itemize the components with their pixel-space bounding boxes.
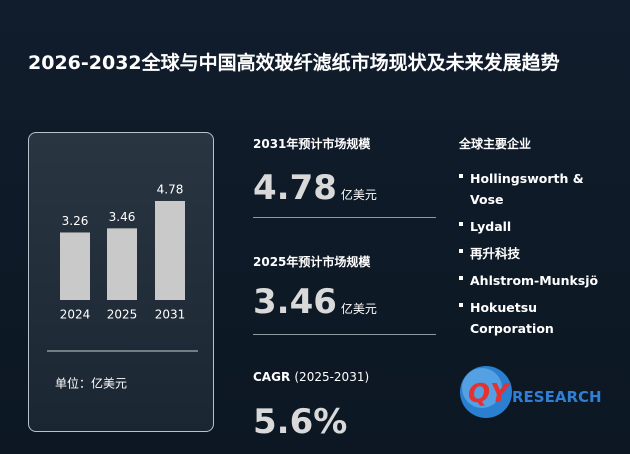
company-name: Lydall — [470, 219, 512, 234]
bullet — [459, 303, 463, 307]
x-tick-label: 2024 — [60, 308, 91, 322]
stat-unit: 亿美元 — [340, 188, 377, 202]
company-name: Ahlstrom-Munksjö — [470, 273, 599, 288]
x-tick-label: 2025 — [107, 308, 138, 322]
value-label: 4.78 — [157, 183, 184, 197]
stat-value: 4.78 亿美元 — [253, 168, 377, 208]
unit-label: 单位：亿美元 — [55, 376, 127, 391]
stat-label: 2031年预计市场规模 — [253, 137, 371, 151]
stat-label: CAGR (2025-2031) — [253, 370, 369, 384]
stat-unit: 亿美元 — [340, 302, 377, 316]
stat-value: 3.46 亿美元 — [253, 282, 377, 322]
logo-globe-shine — [462, 368, 502, 408]
bar — [155, 201, 185, 300]
bar — [107, 228, 137, 300]
chart: 单位：亿美元 3.26 2024 3.46 2025 4.78 2031 — [47, 183, 198, 391]
stat-label-main: CAGR — [253, 370, 291, 384]
value-label: 3.26 — [62, 214, 89, 228]
logo: QY RESEARCH — [458, 362, 608, 422]
company-name: 再升科技 — [470, 246, 521, 261]
logo-graphic: QY RESEARCH — [460, 366, 602, 418]
stat-label-note: (2025-2031) — [294, 370, 370, 384]
divider — [253, 217, 436, 218]
bullet — [459, 174, 463, 178]
logo-text: RESEARCH — [512, 388, 602, 406]
divider — [253, 334, 436, 335]
x-tick-label: 2031 — [155, 308, 186, 322]
bullet — [459, 249, 463, 253]
chart-card: 单位：亿美元 3.26 2024 3.46 2025 4.78 2031 — [28, 132, 214, 432]
page-title: 2026-2032全球与中国高效玻纤滤纸市场现状及未来发展趋势 — [28, 52, 560, 74]
bullet — [459, 276, 463, 280]
bar — [60, 232, 90, 300]
stat-label: 2025年预计市场规模 — [253, 255, 371, 269]
stat-value: 5.6% — [253, 402, 347, 442]
companies-title: 全球主要企业 — [459, 137, 532, 151]
stat-number: 4.78 — [253, 168, 337, 208]
stat-number: 5.6% — [253, 402, 348, 442]
bullet — [459, 222, 463, 226]
company-name: Hollingsworth & Vose — [470, 171, 584, 207]
value-label: 3.46 — [109, 210, 136, 224]
stat-number: 3.46 — [253, 282, 337, 322]
company-name: Hokuetsu Corporation — [470, 300, 554, 336]
logo-mark: QY — [468, 379, 512, 409]
